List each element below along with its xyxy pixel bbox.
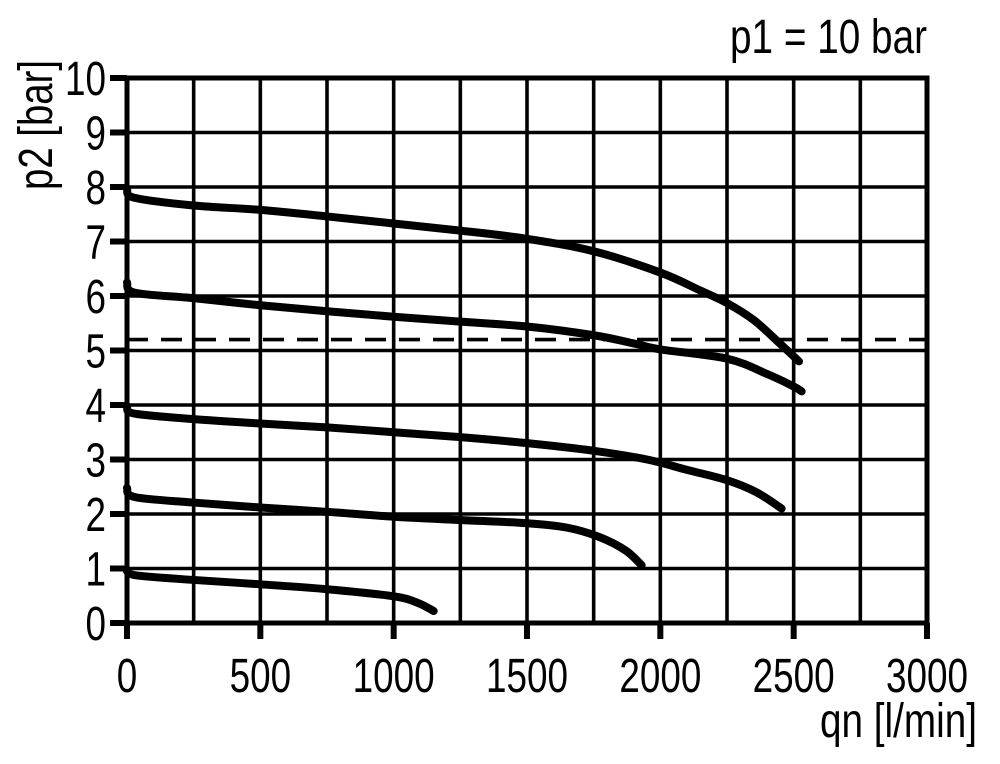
y-tick-label: 7 bbox=[86, 217, 107, 270]
x-tick-label: 1500 bbox=[486, 650, 568, 703]
x-tick-label: 1000 bbox=[353, 650, 435, 703]
y-tick-label: 5 bbox=[86, 326, 107, 379]
x-tick-label: 0 bbox=[117, 650, 138, 703]
y-tick-label: 1 bbox=[86, 544, 107, 597]
y-tick-label: 2 bbox=[86, 489, 107, 542]
grid-layer bbox=[124, 75, 930, 626]
y-axis-label: p2 [bar] bbox=[10, 60, 63, 190]
flow-curve-setting-1bar bbox=[123, 567, 438, 616]
y-tick-label: 4 bbox=[86, 380, 107, 433]
x-tick-label: 500 bbox=[230, 650, 292, 703]
flow-curve-setting-8bar bbox=[123, 185, 803, 366]
flow-curve-setting-2_5bar bbox=[123, 483, 646, 570]
x-axis-label: qn [l/min] bbox=[820, 695, 977, 748]
y-tick-label: 9 bbox=[86, 108, 107, 161]
y-tick-label: 8 bbox=[86, 162, 107, 215]
x-tick-label: 2500 bbox=[753, 650, 835, 703]
y-tick-label: 10 bbox=[65, 53, 106, 106]
x-tick-label: 3000 bbox=[886, 650, 968, 703]
flow-curve-setting-6bar bbox=[123, 278, 806, 396]
y-tick-label: 0 bbox=[86, 598, 107, 651]
y-tick-label: 3 bbox=[86, 435, 107, 488]
chart-annotation-p1: p1 = 10 bar bbox=[730, 11, 927, 64]
x-tick-label: 2000 bbox=[619, 650, 701, 703]
flow-curve-setting-4bar bbox=[123, 403, 786, 513]
y-tick-label: 6 bbox=[86, 271, 107, 324]
curve-layer bbox=[123, 185, 927, 616]
